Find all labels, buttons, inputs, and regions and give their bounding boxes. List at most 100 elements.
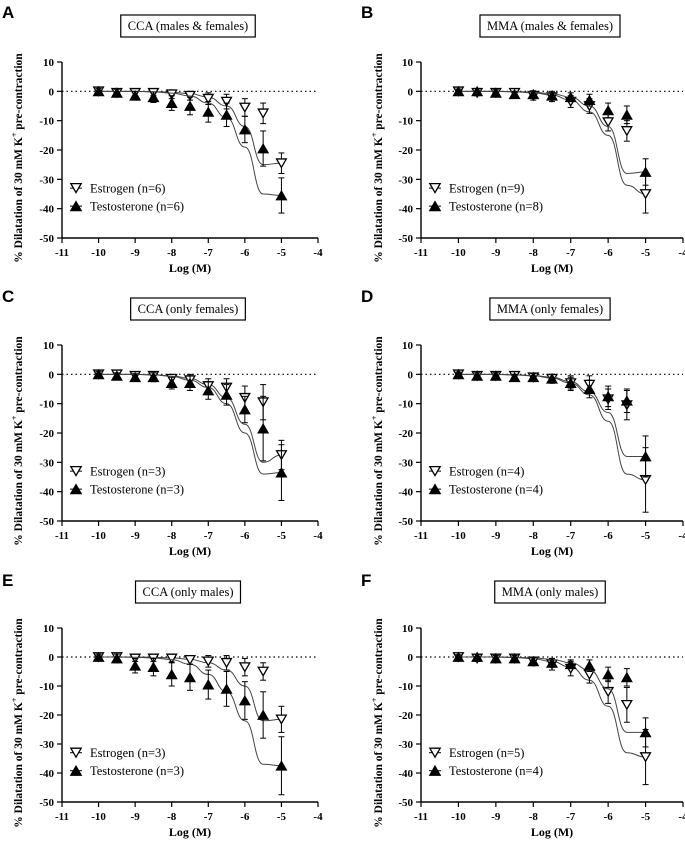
x-tick-label: -7 bbox=[566, 530, 576, 542]
data-point bbox=[602, 390, 615, 402]
title-box bbox=[130, 297, 246, 321]
data-point bbox=[220, 683, 233, 694]
y-tick-label: -50 bbox=[39, 797, 54, 809]
fit-curve bbox=[458, 90, 646, 195]
data-point bbox=[471, 651, 484, 662]
x-tick-label: -11 bbox=[414, 811, 428, 823]
x-tick-label: -9 bbox=[131, 811, 141, 823]
data-point bbox=[527, 371, 540, 383]
data-point bbox=[489, 652, 502, 664]
data-point bbox=[165, 668, 178, 680]
data-point bbox=[165, 97, 178, 108]
x-tick-label: -9 bbox=[131, 530, 141, 542]
panel-b: B MMA (males & females) -50 -40 -30 -20 -10 0 10… bbox=[361, 3, 685, 275]
x-tick-label: -8 bbox=[167, 811, 177, 823]
series-testosterone bbox=[452, 651, 652, 748]
legend-marker bbox=[428, 747, 442, 759]
data-point bbox=[92, 368, 105, 380]
y-tick-label: -20 bbox=[398, 428, 413, 440]
legend-label: Testosterone (n=6) bbox=[90, 200, 184, 214]
y-tick-label: -10 bbox=[398, 681, 413, 693]
legend-label: Estrogen (n=3) bbox=[90, 746, 165, 760]
x-tick-label: -10 bbox=[451, 530, 466, 542]
panel-letter: B bbox=[361, 3, 373, 22]
legend-marker bbox=[428, 483, 442, 495]
y-axis-title: % Dilatation of 30 mM K+ pre-contraction bbox=[10, 53, 25, 263]
y-tick-label: -30 bbox=[39, 739, 54, 751]
fit-curve bbox=[98, 90, 282, 196]
y-tick-label: -20 bbox=[398, 145, 413, 157]
y-tick-label: -30 bbox=[398, 174, 413, 186]
x-axis-title: Log (M) bbox=[169, 261, 211, 275]
data-point bbox=[202, 384, 215, 396]
x-tick-label: -6 bbox=[240, 811, 250, 823]
data-point bbox=[238, 123, 251, 135]
data-point bbox=[165, 89, 178, 100]
y-tick-label: 10 bbox=[402, 623, 414, 635]
y-tick-label: 0 bbox=[49, 86, 55, 98]
legend-label: Estrogen (n=5) bbox=[449, 746, 524, 760]
legend-marker bbox=[428, 200, 442, 212]
legend-marker bbox=[428, 764, 442, 776]
y-axis-title: % Dilatation of 30 mM K+ pre-contraction bbox=[370, 336, 385, 546]
data-point bbox=[220, 109, 233, 120]
data-point bbox=[275, 189, 288, 201]
chart-title: MMA (only females) bbox=[497, 302, 603, 316]
x-axis-title: Log (M) bbox=[531, 825, 573, 839]
x-tick-label: -4 bbox=[678, 530, 685, 542]
data-point bbox=[238, 694, 251, 706]
data-point bbox=[471, 85, 484, 97]
y-tick-label: -50 bbox=[398, 233, 413, 245]
data-point bbox=[564, 658, 577, 670]
x-tick-label: -5 bbox=[641, 530, 651, 542]
x-axis-title: Log (M) bbox=[531, 261, 573, 275]
data-point bbox=[257, 142, 270, 154]
y-tick-label: -20 bbox=[39, 710, 54, 722]
legend-marker bbox=[69, 465, 83, 477]
series-testosterone bbox=[92, 651, 288, 796]
x-tick-label: -8 bbox=[529, 530, 539, 542]
data-point bbox=[620, 109, 633, 120]
data-point bbox=[165, 377, 178, 389]
x-tick-label: -5 bbox=[277, 247, 287, 259]
panel-e: E CCA (only males) -50 -40 -30 -20 -10 0 10 -11 -1… bbox=[2, 571, 323, 839]
data-point bbox=[527, 88, 540, 100]
y-tick-label: 0 bbox=[49, 652, 55, 664]
panel-letter: C bbox=[2, 287, 14, 306]
data-point bbox=[257, 709, 270, 720]
y-tick-label: 10 bbox=[43, 340, 55, 352]
x-tick-label: -11 bbox=[55, 811, 69, 823]
y-tick-label: 10 bbox=[402, 340, 414, 352]
data-point bbox=[545, 657, 559, 668]
data-point bbox=[275, 467, 288, 478]
data-point bbox=[620, 671, 633, 683]
fit-curve bbox=[458, 656, 646, 758]
x-tick-label: -10 bbox=[91, 811, 106, 823]
legend-marker bbox=[428, 182, 442, 194]
chart-title: MMA (only males) bbox=[502, 585, 599, 599]
y-axis-title: % Dilatation of 30 mM K+ pre-contraction bbox=[10, 336, 25, 546]
y-tick-label: -40 bbox=[39, 487, 54, 499]
y-axis-title: % Dilatation of 30 mM K+ pre-contraction bbox=[10, 618, 25, 828]
data-point bbox=[202, 656, 215, 667]
x-tick-label: -8 bbox=[529, 247, 539, 259]
legend-label: Testosterone (n=3) bbox=[90, 483, 184, 497]
data-point bbox=[545, 373, 559, 384]
data-point bbox=[92, 85, 105, 97]
chart-title: CCA (only females) bbox=[138, 302, 239, 316]
data-point bbox=[620, 699, 633, 711]
data-point bbox=[620, 126, 633, 137]
x-tick-label: -7 bbox=[204, 247, 214, 259]
data-point bbox=[275, 760, 288, 771]
data-point bbox=[238, 403, 251, 415]
legend-label: Testosterone (n=3) bbox=[90, 764, 184, 778]
panel-c: C CCA (only females) -50 -40 -30 -20 -10 0 10 -11… bbox=[2, 287, 323, 558]
panel-letter: E bbox=[2, 571, 13, 590]
x-tick-label: -9 bbox=[131, 247, 141, 259]
y-tick-label: -10 bbox=[39, 681, 54, 693]
x-tick-label: -7 bbox=[204, 811, 214, 823]
series-estrogen bbox=[92, 652, 288, 733]
x-tick-label: -9 bbox=[491, 811, 501, 823]
x-tick-label: -11 bbox=[414, 247, 428, 259]
y-tick-label: -20 bbox=[39, 145, 54, 157]
